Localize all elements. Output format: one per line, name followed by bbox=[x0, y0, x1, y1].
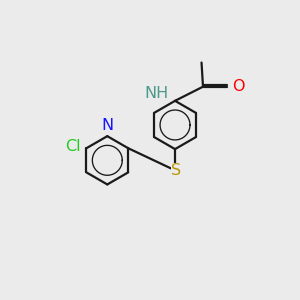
Text: S: S bbox=[171, 163, 182, 178]
Text: NH: NH bbox=[144, 86, 169, 101]
Text: N: N bbox=[102, 118, 114, 133]
Text: Cl: Cl bbox=[65, 139, 81, 154]
Text: O: O bbox=[232, 79, 245, 94]
